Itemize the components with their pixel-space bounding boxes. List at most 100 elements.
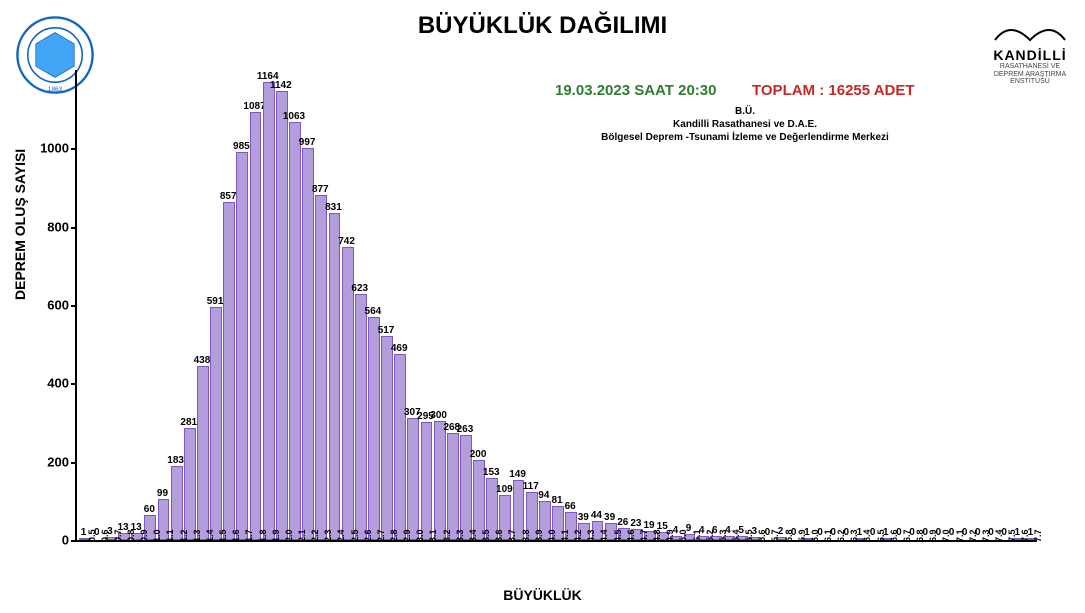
bar [381, 336, 393, 540]
x-tick-label: 2.2 [310, 541, 320, 542]
x-tick-label: 4.4 [599, 541, 609, 542]
bar-value-label: 39 [604, 512, 615, 523]
bar-value-label: 591 [207, 296, 224, 307]
bar-value-label: 438 [194, 355, 211, 366]
bar-value-label: 985 [233, 141, 250, 152]
x-tick-label: 5.0 [678, 541, 688, 542]
bar-value-label: 1142 [270, 80, 292, 91]
bar-value-label: 564 [365, 306, 382, 317]
x-tick-label: 5.6 [757, 541, 767, 542]
x-tick-label: 5.9 [797, 541, 807, 542]
x-tick-label: 1.8 [258, 541, 268, 542]
x-tick-label: 4.6 [626, 541, 636, 542]
bar [421, 422, 433, 540]
bar-value-label: 263 [457, 424, 474, 435]
bar-value-label: 153 [483, 467, 500, 478]
x-tick-label: 6.3 [849, 541, 859, 542]
x-tick-label: 3.8 [521, 541, 531, 542]
x-tick-label: 0.6 [100, 541, 110, 542]
x-tick-label: 5.8 [784, 541, 794, 542]
x-tick-label: 1.1 [165, 541, 175, 542]
x-tick-label: 2.7 [376, 541, 386, 542]
x-tick-label: 2.3 [323, 541, 333, 542]
x-tick-label: 0.5 [87, 541, 97, 542]
y-tick-label: 800 [47, 219, 69, 234]
bar [184, 428, 196, 540]
x-tick-label: 1.4 [205, 541, 215, 542]
x-tick-label: 2.4 [336, 541, 346, 542]
bar-value-label: 23 [630, 518, 641, 529]
x-tick-label: 1.2 [179, 541, 189, 542]
bar-value-label: 1 [81, 527, 87, 538]
bar [407, 418, 419, 540]
bar [210, 307, 222, 540]
x-tick-label: 3.1 [428, 541, 438, 542]
x-tick-label: 2.0 [284, 541, 294, 542]
x-tick-label: 4.7 [639, 541, 649, 542]
bar-value-label: 44 [591, 510, 602, 521]
x-tick-label: 7.0 [941, 541, 951, 542]
x-tick-label: 5.4 [731, 541, 741, 542]
bar [236, 152, 248, 540]
bar-value-label: 997 [299, 137, 316, 148]
bar [355, 294, 367, 540]
x-tick-label: 6.1 [823, 541, 833, 542]
x-tick-label: 6.4 [862, 541, 872, 542]
bar-value-label: 66 [565, 501, 576, 512]
plot-area: 1031313609918328143859185798510871164114… [75, 70, 1037, 542]
bar-value-label: 469 [391, 343, 408, 354]
x-tick-label: 5.3 [718, 541, 728, 542]
y-tick-mark [71, 148, 77, 150]
x-tick-label: 7.4 [994, 541, 1004, 542]
x-tick-label: 1.0 [152, 541, 162, 542]
x-tick-label: 3.0 [415, 541, 425, 542]
bar-value-label: 300 [430, 410, 447, 421]
x-tick-label: 7.2 [968, 541, 978, 542]
x-axis-label: BÜYÜKLÜK [0, 587, 1085, 603]
y-tick-label: 0 [62, 533, 69, 548]
bar [394, 354, 406, 540]
bar-value-label: 39 [578, 512, 589, 523]
x-tick-label: 4.8 [652, 541, 662, 542]
bar-value-label: 1063 [283, 111, 305, 122]
bar [197, 366, 209, 540]
x-tick-label: 0.9 [139, 541, 149, 542]
bar [315, 195, 327, 540]
x-tick-label: 6.2 [836, 541, 846, 542]
y-tick-label: 200 [47, 454, 69, 469]
x-tick-label: 3.4 [468, 541, 478, 542]
bar-value-label: 26 [617, 517, 628, 528]
y-tick-label: 1000 [40, 141, 69, 156]
x-tick-label: 4.1 [560, 541, 570, 542]
x-tick-label: 4.9 [665, 541, 675, 542]
x-tick-label: 2.8 [389, 541, 399, 542]
bar-value-label: 857 [220, 191, 237, 202]
bar-value-label: 831 [325, 202, 342, 213]
bar [302, 148, 314, 540]
y-tick-mark [71, 462, 77, 464]
bar-value-label: 623 [351, 283, 368, 294]
x-tick-label: 6.5 [876, 541, 886, 542]
bar [289, 122, 301, 540]
x-tick-label: 6.9 [928, 541, 938, 542]
bars-container: 1031313609918328143859185798510871164114… [77, 70, 1037, 540]
x-tick-label: 3.6 [494, 541, 504, 542]
bar-value-label: 94 [538, 490, 549, 501]
x-tick-label: 3.3 [455, 541, 465, 542]
x-tick-label: 1.9 [271, 541, 281, 542]
x-tick-label: 7.1 [955, 541, 965, 542]
x-tick-label: 5.7 [770, 541, 780, 542]
bar-value-label: 60 [144, 504, 155, 515]
x-tick-label: 1.7 [244, 541, 254, 542]
bar [276, 91, 288, 540]
bar-value-label: 200 [470, 449, 487, 460]
x-tick-label: 2.1 [297, 541, 307, 542]
bar-value-label: 877 [312, 184, 329, 195]
x-tick-label: 5.1 [692, 541, 702, 542]
x-tick-label: 3.2 [442, 541, 452, 542]
x-tick-label: 3.9 [534, 541, 544, 542]
bar [368, 317, 380, 540]
bar-value-label: 117 [523, 481, 539, 492]
chart-title: BÜYÜKLÜK DAĞILIMI [0, 12, 1085, 40]
y-axis-label: DEPREM OLUŞ SAYISI [12, 149, 28, 300]
